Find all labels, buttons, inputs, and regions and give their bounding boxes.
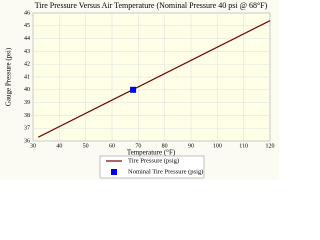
x-tick-label: 60 bbox=[109, 143, 115, 149]
y-tick-label: 40 bbox=[24, 87, 30, 93]
y-axis-title: Gauge Pressure (psi) bbox=[5, 47, 13, 106]
y-tick-label: 39 bbox=[24, 100, 30, 106]
y-tick-label: 37 bbox=[24, 126, 30, 132]
y-tick-label: 43 bbox=[24, 49, 30, 55]
y-tick-label: 46 bbox=[24, 10, 30, 16]
y-tick-label: 36 bbox=[24, 138, 30, 144]
chart: Tire Pressure Versus Air Temperature (No… bbox=[0, 0, 279, 180]
x-tick-label: 30 bbox=[30, 143, 36, 149]
x-tick-label: 40 bbox=[56, 143, 62, 149]
x-tick-label: 100 bbox=[213, 143, 222, 149]
legend-box bbox=[99, 155, 205, 179]
x-tick-label: 120 bbox=[266, 143, 275, 149]
legend-swatch bbox=[111, 169, 117, 175]
legend-label: Nominal Tire Pressure (psig) bbox=[128, 168, 203, 175]
data-line bbox=[37, 20, 271, 138]
y-tick-label: 38 bbox=[24, 113, 30, 119]
x-tick-label: 80 bbox=[162, 143, 168, 149]
x-tick-label: 110 bbox=[239, 143, 248, 149]
y-tick-label: 44 bbox=[24, 36, 30, 42]
x-tick-label: 70 bbox=[135, 143, 141, 149]
x-tick-label: 90 bbox=[188, 143, 194, 149]
x-tick-label: 50 bbox=[83, 143, 89, 149]
x-axis-title: Temperature (°F) bbox=[127, 149, 176, 157]
y-tick-label: 41 bbox=[24, 74, 30, 80]
data-point bbox=[130, 86, 137, 93]
y-tick-label: 42 bbox=[24, 62, 30, 68]
chart-title: Tire Pressure Versus Air Temperature (No… bbox=[35, 1, 268, 10]
y-tick-label: 45 bbox=[24, 23, 30, 29]
legend-label: Tire Pressure (psig) bbox=[128, 157, 179, 164]
